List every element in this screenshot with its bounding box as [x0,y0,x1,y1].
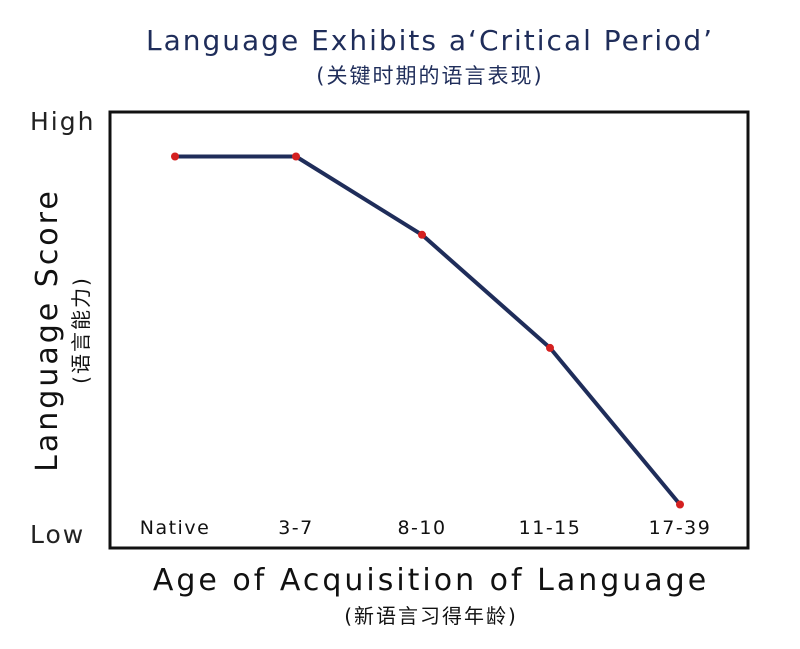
x-tick-label: 17-39 [649,517,712,539]
x-tick-label: 11-15 [519,517,582,539]
data-point [292,152,300,161]
x-tick-label: 8-10 [397,517,446,539]
x-axis-label: Age of Acquisition of Language [152,563,710,598]
data-point [676,500,684,509]
series-line [175,154,682,506]
data-point [418,230,426,239]
y-tick-label-low: Low [30,520,86,549]
chart-title: Language Exhibits a‘Critical Period’ [146,24,714,57]
x-tick-label: 3-7 [278,517,314,539]
x-axis-sublabel: (新语言习得年龄) [344,604,518,628]
chart-subtitle: (关键时期的语言表现) [316,64,544,88]
data-point [171,152,179,161]
chart-marks: Native 3-7 8-10 11-15 17-39 [140,152,712,539]
y-tick-label-high: High [30,107,96,136]
plot-frame [108,110,750,550]
x-tick-label: Native [140,517,211,539]
data-point [546,343,554,352]
